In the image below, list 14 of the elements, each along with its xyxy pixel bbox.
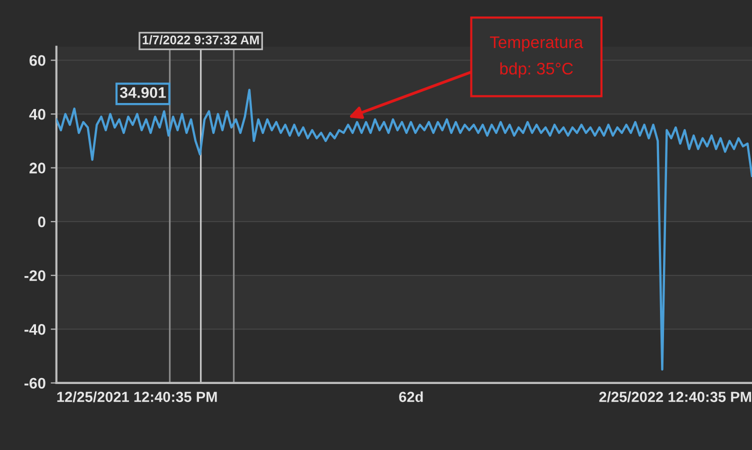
text: 2/25/2022 12:40:35 PM (599, 391, 752, 402)
y-tick-label: 20 (30, 162, 46, 174)
annotation: 34.901 (120, 87, 166, 98)
y-tick-label: 60 (30, 55, 46, 66)
y-tick-label: -60 (24, 378, 46, 389)
y-tick-label: 0 (38, 216, 46, 228)
y-tick-label: -20 (24, 270, 46, 282)
text: 1/7/2022 9:37:32 AM (142, 35, 259, 44)
y-tick-label: 40 (29, 108, 46, 120)
line-series (56, 88, 752, 371)
text: 12/25/2021 12:40:35 PM (57, 391, 217, 402)
text: 62d (399, 391, 423, 402)
y-tick-label: -40 (24, 324, 46, 335)
annotation: Temperatura bdp: 35°C (490, 36, 584, 78)
